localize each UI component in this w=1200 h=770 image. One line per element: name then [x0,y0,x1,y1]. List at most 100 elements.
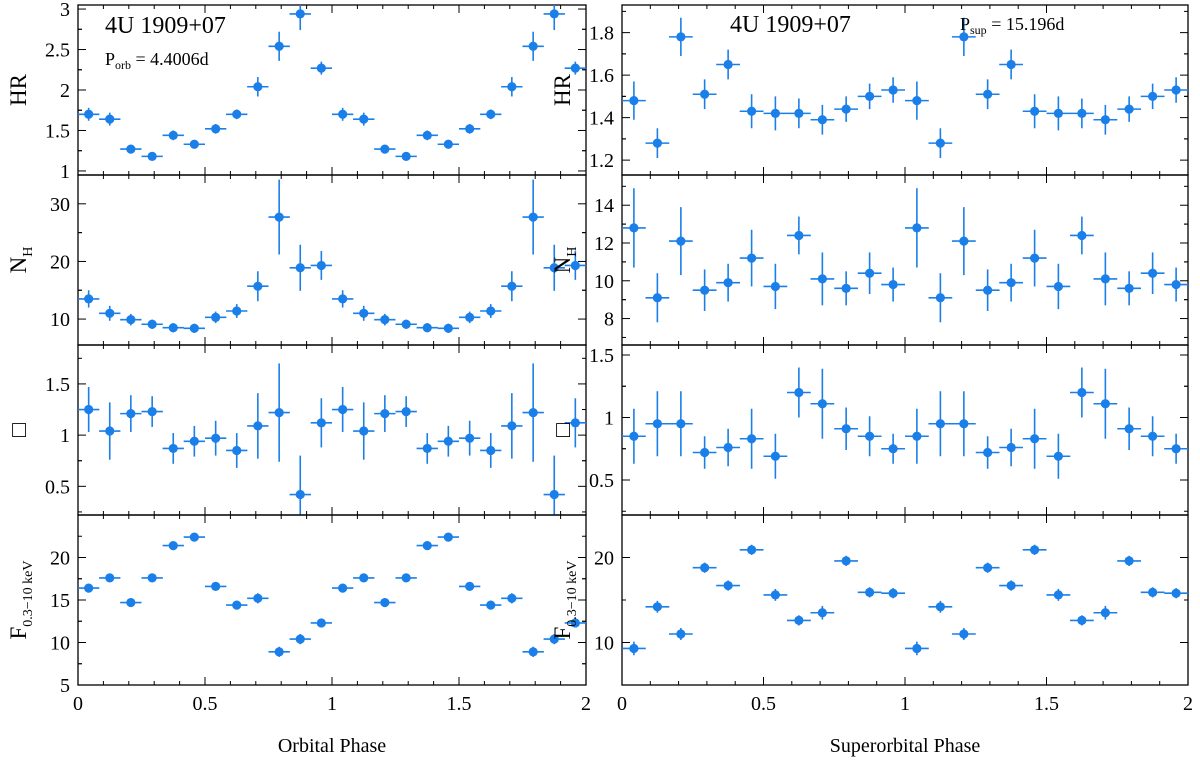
panel-nh: 10 20 30 NH [6,174,587,346]
x-axis-label: Superorbital Phase [830,735,981,757]
marker [1100,274,1110,284]
marker [168,541,178,551]
marker [1148,268,1158,278]
y-tick-label: 14 [594,195,614,217]
y-tick-label: 1 [60,161,70,183]
marker [105,114,115,124]
y-tick-label: 10 [50,309,70,331]
data-point [763,588,788,601]
data-point [522,363,544,462]
marker [1124,283,1134,293]
marker [168,130,178,140]
marker [652,602,662,612]
marker [274,212,284,222]
marker [747,106,757,116]
data-point [645,600,670,613]
data-point [205,311,227,324]
y-axis-label: □ [6,423,31,437]
marker [676,32,686,42]
y-axis-label: HR [6,73,31,106]
marker [211,312,221,322]
marker [486,306,496,316]
marker [147,319,157,329]
data-point [692,562,717,573]
data-point [162,433,184,464]
data-point [226,600,248,610]
marker [1124,104,1134,114]
data-point [951,207,976,276]
data-point [905,408,929,464]
marker [983,447,993,458]
marker [888,85,898,95]
data-point [1164,588,1188,599]
marker [422,541,432,551]
data-point [1069,98,1094,129]
marker [865,587,875,597]
marker [700,89,710,99]
data-point [310,398,332,448]
x-tick-label: 2 [1183,693,1193,715]
marker [189,436,199,446]
marker [147,406,157,417]
data-point [289,5,311,31]
marker [1171,588,1181,598]
panel-hr: 1 1.5 2 2.5 3 HR [6,0,587,183]
data-point [247,593,269,604]
y-tick-label: 1.5 [589,345,614,367]
data-point [268,646,290,657]
data-point [289,244,311,291]
data-point [951,17,976,56]
marker [232,306,242,316]
marker [1053,451,1063,461]
data-point [564,61,586,75]
data-point [668,207,693,276]
marker [770,590,780,600]
data-point [763,433,788,479]
data-point [183,323,205,333]
marker [723,442,733,453]
data-point [622,408,646,464]
data-point [905,641,929,656]
marker [528,41,538,51]
data-point [501,393,523,459]
data-point [247,271,269,302]
data-point [247,393,269,459]
data-point [289,634,311,645]
marker [629,96,639,106]
marker [316,418,326,428]
marker [486,109,496,119]
marker [338,404,348,415]
data-point [1140,416,1165,457]
data-point [480,600,502,610]
data-point [247,77,269,97]
marker [401,573,411,583]
data-point [857,587,882,598]
data-point [416,433,438,464]
marker [84,294,94,304]
marker [126,409,136,419]
marker [380,315,390,325]
x-tick-label: 0 [617,693,627,715]
y-tick-label: 1.2 [589,150,614,172]
data-point [1140,587,1165,598]
data-point [522,646,544,657]
data-point [716,428,741,467]
marker [841,283,851,293]
marker [507,281,517,291]
data-point [1069,615,1094,626]
marker [84,583,94,593]
data-point [564,398,586,448]
marker [865,268,875,278]
data-point [459,581,481,592]
data-point [716,49,741,80]
data-point [763,263,788,310]
data-point [881,267,905,302]
marker [700,285,710,295]
data-point [268,31,290,61]
data-point [459,311,481,324]
data-point [501,271,523,302]
y-tick-label: 10 [594,271,614,293]
marker [549,634,559,644]
data-point [226,433,248,468]
marker [126,144,136,154]
